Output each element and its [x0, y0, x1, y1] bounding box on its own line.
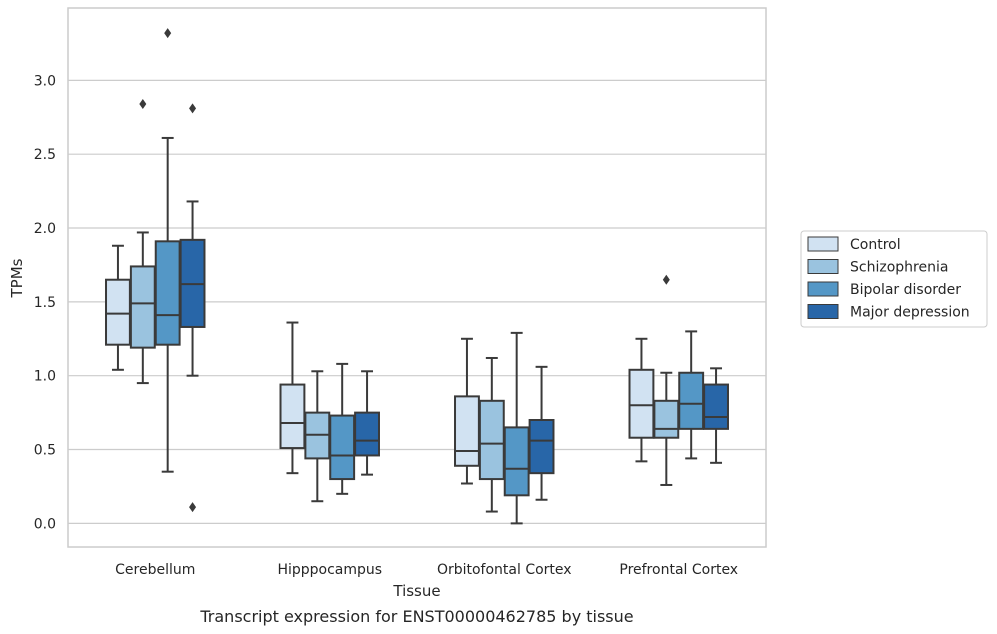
legend-label: Bipolar disorder — [850, 282, 961, 298]
x-tick-label: Cerebellum — [115, 562, 195, 578]
box-body — [354, 411, 380, 457]
legend-frame — [800, 230, 988, 328]
box-major-depression — [179, 103, 206, 513]
box-schizophrenia — [304, 370, 331, 503]
y-tick-labels: 0.0 0.5 1.0 1.5 2.0 2.5 3.0 — [34, 73, 56, 532]
box-control — [279, 321, 306, 475]
box-body — [129, 265, 156, 349]
box-body — [154, 240, 181, 346]
x-axis-title: Tissue — [392, 582, 440, 600]
legend-label: Control — [850, 237, 901, 253]
box-major-depression — [528, 365, 555, 501]
box-schizophrenia — [129, 98, 156, 385]
y-tick-label: 0.5 — [34, 443, 56, 459]
legend-label: Major depression — [850, 305, 970, 321]
box-control — [454, 337, 480, 485]
x-tick-label: Orbitofontal Cortex — [437, 562, 572, 578]
box-control — [105, 244, 131, 371]
legend-swatch — [807, 236, 839, 252]
y-tick-label: 0.0 — [34, 516, 56, 532]
y-axis-title: TPMs — [8, 258, 26, 298]
legend-swatch — [807, 304, 839, 319]
outlier-point — [164, 28, 172, 39]
y-tick-label: 1.5 — [34, 295, 56, 311]
y-tick-label: 3.0 — [34, 73, 56, 89]
x-tick-label: Prefrontal Cortex — [619, 562, 738, 578]
box-schizophrenia — [653, 274, 680, 486]
y-tick-label: 2.5 — [34, 147, 56, 163]
legend: Control Schizophrenia Bipolar disorder Majo… — [800, 230, 988, 328]
box-bipolar-disorder — [503, 331, 530, 525]
box-body — [279, 383, 306, 450]
y-tick-label: 1.0 — [34, 369, 56, 385]
box-body — [454, 395, 480, 467]
outlier-point — [189, 103, 197, 114]
plot-frame — [67, 7, 767, 548]
box-body — [528, 419, 555, 475]
outlier-point — [662, 274, 670, 285]
box-bipolar-disorder — [154, 28, 181, 473]
box-body — [478, 399, 505, 481]
box-body — [105, 278, 131, 346]
box-bipolar-disorder — [329, 362, 356, 495]
box-body — [329, 414, 356, 481]
boxes-layer — [105, 28, 729, 525]
chart-caption: Transcript expression for ENST0000046278… — [199, 607, 633, 626]
legend-label: Schizophrenia — [850, 260, 948, 276]
box-control — [628, 337, 655, 463]
box-body — [653, 399, 680, 439]
legend-swatch — [807, 281, 839, 297]
outlier-point — [189, 502, 197, 513]
box-body — [628, 368, 655, 439]
box-major-depression — [354, 370, 380, 476]
x-tick-label: Hipppocampus — [277, 562, 382, 578]
box-major-depression — [703, 367, 729, 464]
box-body — [703, 383, 729, 430]
box-body — [503, 426, 530, 497]
outlier-point — [139, 98, 147, 109]
box-bipolar-disorder — [678, 330, 705, 460]
box-body — [678, 371, 705, 430]
legend-swatch — [807, 259, 839, 274]
x-tick-labels: Cerebellum Hipppocampus Orbitofontal Corte… — [115, 562, 738, 578]
y-tick-label: 2.0 — [34, 221, 56, 237]
box-schizophrenia — [478, 356, 505, 513]
